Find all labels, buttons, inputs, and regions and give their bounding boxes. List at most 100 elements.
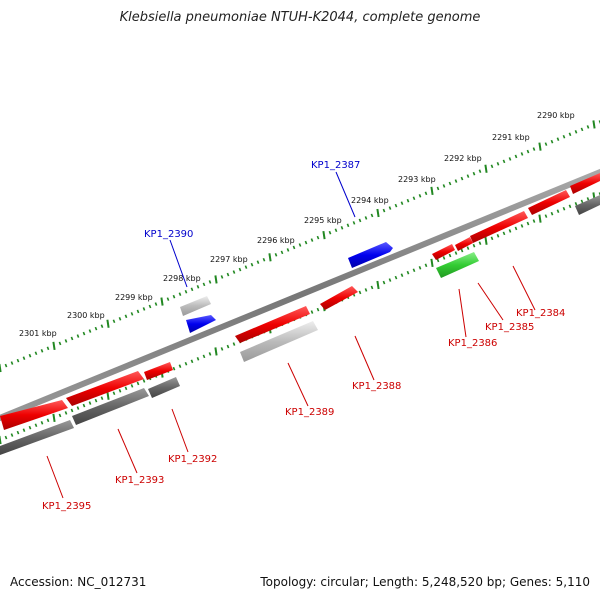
gene-red-upper-4[interactable] [470,211,528,243]
minor-tick [154,302,158,306]
tick-label: 2290 kbp [537,111,575,120]
gene-red-upper-6[interactable] [570,173,600,194]
gene-KP1_2393[interactable] [72,388,149,425]
gene-red-left-2[interactable] [0,400,68,430]
minor-tick [58,413,62,418]
minor-tick [562,206,566,211]
minor-tick [496,162,500,166]
minor-tick [88,329,92,333]
minor-tick [418,194,422,198]
minor-tick [226,344,230,349]
major-tick [538,214,542,223]
minor-tick [460,176,464,181]
minor-tick [46,346,50,351]
minor-tick [130,312,134,316]
minor-tick [424,191,428,196]
major-tick [106,319,110,328]
minor-tick [340,225,344,230]
gene-KP1_2389[interactable] [235,306,310,343]
gene-red-upper-2[interactable] [432,244,455,260]
minor-tick [496,234,500,238]
minor-tick [130,384,134,388]
gene-red-upper-5[interactable] [528,190,570,215]
minor-tick [4,363,8,368]
major-tick [106,391,110,400]
minor-tick [436,258,440,263]
major-tick [214,347,218,356]
label-KP1_2389: KP1_2389 [285,407,334,418]
minor-tick [28,425,32,430]
minor-tick [370,213,374,218]
minor-tick [400,201,404,205]
outer-tick-row [0,120,600,373]
tick-label: 2301 kbp [19,329,57,338]
minor-tick [406,198,410,203]
minor-tick [550,139,554,144]
tick-label: 2292 kbp [444,154,482,163]
minor-tick [40,420,44,425]
minor-tick [316,307,320,312]
minor-tick [76,334,80,338]
gene-red-left-1[interactable] [66,371,144,406]
minor-tick [184,361,188,366]
minor-tick [586,197,590,201]
minor-tick [550,211,554,216]
minor-tick [208,280,212,284]
minor-tick [64,411,68,415]
minor-tick [232,342,236,346]
minor-tick [316,235,320,240]
minor-tick [190,359,194,364]
minor-tick [502,231,506,236]
label-KP1_2390: KP1_2390 [144,229,193,240]
minor-tick [94,326,98,331]
gene-KP1_2389-gray[interactable] [240,321,318,362]
minor-tick [124,386,128,391]
minor-tick [526,149,530,154]
tick-label: 2291 kbp [492,133,530,142]
minor-tick [508,157,512,161]
gene-red-upper-1[interactable] [320,286,358,310]
accession-text: Accession: NC_012731 [10,575,147,589]
gene-KP1_2395[interactable] [0,420,74,455]
minor-tick [556,137,560,142]
minor-tick [574,202,578,206]
gene-red-upper-3[interactable] [455,237,473,251]
minor-tick [562,134,566,139]
minor-tick [232,270,236,274]
genome-backbone [0,168,600,422]
gene-KP1_2387[interactable] [348,242,393,268]
minor-tick [544,214,548,218]
minor-tick [142,379,146,383]
gene-gray-upper[interactable] [180,296,211,316]
major-tick [322,231,326,240]
gene-KP1_2386[interactable] [436,252,479,278]
major-tick [0,363,2,373]
major-tick [0,435,2,445]
tick-labels: 2290 kbp 2291 kbp 2292 kbp 2293 kbp 2294 kbp… [19,111,575,338]
gene-red-left-3[interactable] [144,362,173,380]
minor-tick [298,243,302,247]
minor-tick [112,391,116,396]
minor-tick [196,357,200,361]
gene-KP1_2390[interactable] [186,315,216,333]
minor-tick [412,268,416,273]
minor-tick [256,260,260,265]
major-tick [592,120,596,129]
label-KP1_2395: KP1_2395 [42,501,91,512]
gene-dark-right[interactable] [575,195,600,215]
minor-tick [574,130,578,134]
minor-tick [124,314,128,319]
minor-tick [460,248,464,253]
minor-tick [526,221,530,226]
tick-label: 2295 kbp [304,216,342,225]
label-KP1_2385: KP1_2385 [485,322,534,333]
minor-tick [136,381,140,386]
minor-tick [70,336,74,341]
minor-tick [406,270,410,275]
gene-KP1_2392[interactable] [148,377,180,398]
minor-tick [310,310,314,314]
minor-tick [4,435,8,440]
label-KP1_2393: KP1_2393 [115,475,164,486]
minor-tick [220,275,224,279]
